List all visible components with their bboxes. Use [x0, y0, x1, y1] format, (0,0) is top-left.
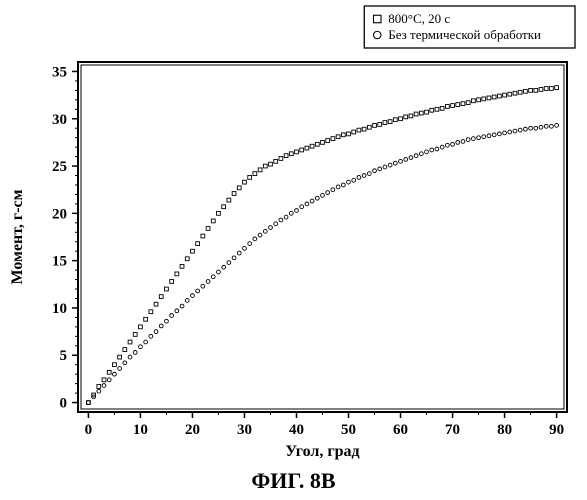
- svg-text:35: 35: [52, 64, 67, 80]
- svg-text:20: 20: [52, 206, 67, 222]
- svg-text:60: 60: [393, 422, 408, 438]
- svg-text:10: 10: [52, 301, 67, 317]
- svg-text:10: 10: [133, 422, 148, 438]
- svg-text:30: 30: [237, 422, 252, 438]
- svg-text:800°C, 20 с: 800°C, 20 с: [388, 11, 450, 26]
- svg-text:90: 90: [549, 422, 564, 438]
- svg-text:Момент, г-см: Момент, г-см: [9, 189, 26, 284]
- svg-text:Угол, град: Угол, град: [285, 443, 359, 460]
- svg-text:25: 25: [52, 159, 67, 175]
- svg-text:50: 50: [341, 422, 356, 438]
- moment-chart: 0 10 20 30 40 50 60 70 80 90 Угол, град 0 5 10 15 20 25 3…: [0, 0, 587, 500]
- svg-text:0: 0: [60, 396, 68, 412]
- svg-text:5: 5: [60, 348, 68, 364]
- svg-text:70: 70: [445, 422, 460, 438]
- svg-text:Без термической обработки: Без термической обработки: [388, 27, 541, 42]
- svg-text:20: 20: [185, 422, 200, 438]
- svg-text:30: 30: [52, 112, 67, 128]
- svg-text:15: 15: [52, 254, 67, 270]
- svg-text:40: 40: [289, 422, 304, 438]
- svg-text:80: 80: [497, 422, 512, 438]
- chart-container: 0 10 20 30 40 50 60 70 80 90 Угол, град 0 5 10 15 20 25 3…: [0, 0, 587, 500]
- figure-caption: ФИГ. 8В: [0, 468, 587, 494]
- svg-text:0: 0: [85, 422, 93, 438]
